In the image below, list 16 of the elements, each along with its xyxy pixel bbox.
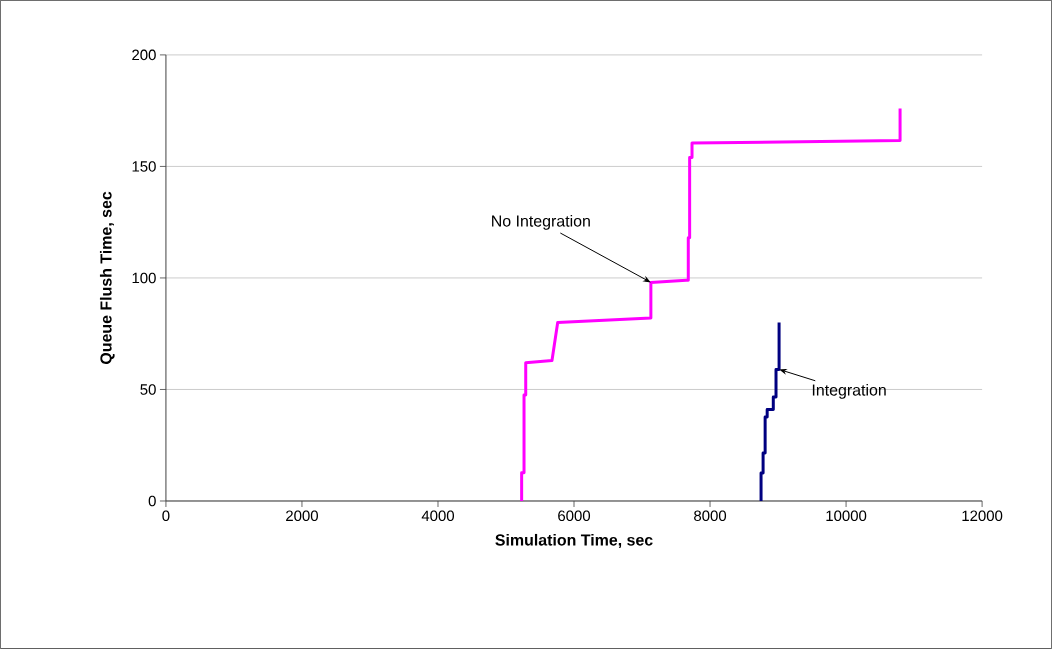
y-tick-label: 100	[132, 272, 156, 284]
x-tick-label: 0	[162, 510, 170, 522]
y-tick-label: 50	[140, 384, 156, 395]
x-tick-label: 2000	[286, 510, 318, 522]
x-tick-label: 8000	[694, 510, 727, 522]
y-tick-label: 150	[132, 161, 156, 172]
x-tick-label: 12000	[962, 510, 1003, 522]
x-axis-title: Simulation Time, sec	[495, 533, 653, 548]
y-tick-label: 0	[148, 495, 156, 507]
x-tick-label: 4000	[421, 510, 455, 522]
y-tick-label: 200	[132, 49, 156, 61]
x-tick-label: 6000	[558, 510, 591, 522]
y-axis-title: Queue Flush Time, sec	[99, 191, 115, 365]
annotation: Integration	[812, 384, 886, 399]
annotation: No Integration	[492, 215, 590, 230]
x-tick-label: 10000	[826, 510, 867, 522]
